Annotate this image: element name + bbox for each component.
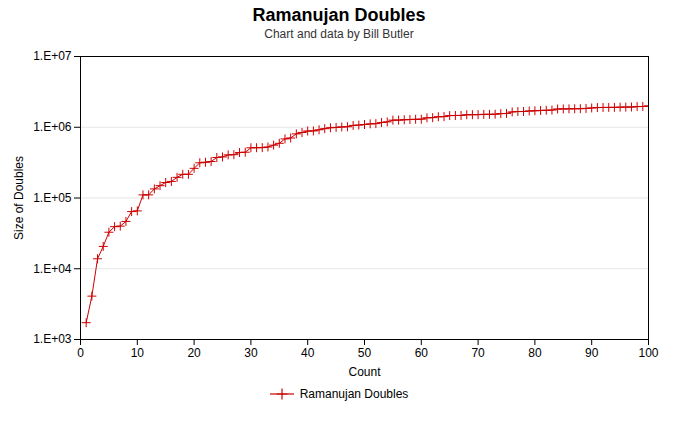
svg-text:100: 100 [638, 346, 658, 360]
svg-text:Count: Count [348, 365, 381, 379]
html-text:Ramanujan Doubles: Ramanujan Doubles [299, 387, 409, 401]
svg-text:1.E+04: 1.E+04 [33, 262, 72, 276]
svg-text:1.E+07: 1.E+07 [33, 49, 72, 63]
svg-text:1.E+05: 1.E+05 [33, 191, 72, 205]
svg-text:50: 50 [358, 346, 372, 360]
html-text:Ramanujan Doubles: Ramanujan Doubles [252, 5, 426, 25]
svg-text:40: 40 [301, 346, 315, 360]
svg-text:10: 10 [131, 346, 145, 360]
svg-text:20: 20 [187, 346, 201, 360]
svg-text:80: 80 [528, 346, 542, 360]
svg-text:90: 90 [585, 346, 599, 360]
svg-text:60: 60 [415, 346, 429, 360]
svg-text:70: 70 [471, 346, 485, 360]
svg-text:Size of Doubles: Size of Doubles [12, 156, 26, 240]
svg-text:1.E+06: 1.E+06 [33, 120, 72, 134]
svg-text:30: 30 [244, 346, 258, 360]
html-text:Chart and data by Bill Butler: Chart and data by Bill Butler [264, 27, 414, 41]
svg-text:1.E+03: 1.E+03 [33, 332, 72, 346]
svg-text:0: 0 [77, 346, 84, 360]
